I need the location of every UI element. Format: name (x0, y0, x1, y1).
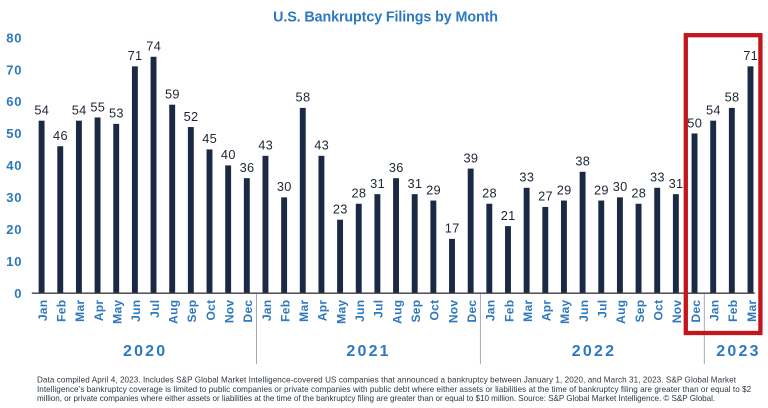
svg-text:Jul: Jul (372, 300, 386, 318)
svg-text:Jan: Jan (484, 300, 498, 322)
svg-text:Dec: Dec (241, 300, 255, 323)
svg-text:29: 29 (594, 182, 609, 197)
svg-text:80: 80 (6, 30, 22, 45)
svg-text:36: 36 (389, 160, 404, 175)
svg-text:Data compiled April 4, 2023. I: Data compiled April 4, 2023. Includes S&… (37, 376, 737, 385)
svg-text:Apr: Apr (316, 300, 330, 322)
svg-text:Mar: Mar (521, 300, 535, 322)
svg-text:U.S. Bankruptcy Filings by Mon: U.S. Bankruptcy Filings by Month (273, 10, 498, 26)
svg-text:38: 38 (575, 154, 590, 169)
svg-text:74: 74 (146, 39, 161, 54)
svg-text:59: 59 (165, 86, 180, 101)
svg-text:Mar: Mar (297, 300, 311, 322)
svg-text:54: 54 (706, 102, 721, 117)
svg-text:Feb: Feb (502, 300, 516, 322)
svg-text:58: 58 (296, 90, 311, 105)
svg-text:Oct: Oct (204, 300, 218, 321)
svg-text:Jul: Jul (596, 300, 610, 318)
svg-text:2022: 2022 (572, 343, 616, 360)
svg-text:2023: 2023 (716, 343, 760, 360)
svg-text:Nov: Nov (222, 300, 236, 324)
svg-text:33: 33 (519, 170, 534, 185)
svg-text:Jan: Jan (36, 300, 50, 322)
svg-text:50: 50 (6, 126, 22, 141)
svg-text:Aug: Aug (390, 300, 404, 324)
svg-text:43: 43 (258, 138, 273, 153)
svg-text:71: 71 (743, 48, 758, 63)
svg-text:Feb: Feb (726, 300, 740, 322)
svg-text:Mar: Mar (73, 300, 87, 322)
svg-text:60: 60 (6, 94, 22, 109)
svg-text:28: 28 (482, 186, 497, 201)
svg-text:Jan: Jan (707, 300, 721, 322)
svg-text:Dec: Dec (689, 300, 703, 323)
svg-text:28: 28 (352, 186, 367, 201)
svg-text:Oct: Oct (428, 300, 442, 321)
svg-text:30: 30 (613, 179, 628, 194)
svg-text:Jun: Jun (353, 300, 367, 322)
svg-text:Nov: Nov (446, 300, 460, 324)
svg-text:Jun: Jun (577, 300, 591, 322)
svg-text:54: 54 (72, 102, 87, 117)
svg-text:million, or private companies: million, or private companies where eith… (37, 394, 715, 403)
svg-text:Feb: Feb (55, 300, 69, 322)
svg-text:Sep: Sep (409, 300, 423, 323)
svg-text:31: 31 (669, 176, 684, 191)
svg-text:50: 50 (687, 115, 702, 130)
svg-text:0: 0 (14, 286, 22, 301)
svg-text:53: 53 (109, 106, 124, 121)
svg-text:May: May (334, 300, 348, 324)
svg-text:Aug: Aug (166, 300, 180, 324)
svg-text:39: 39 (463, 150, 478, 165)
svg-text:70: 70 (6, 62, 22, 77)
svg-text:Dec: Dec (465, 300, 479, 323)
svg-text:May: May (111, 300, 125, 324)
svg-text:71: 71 (128, 48, 143, 63)
svg-text:Sep: Sep (633, 300, 647, 323)
svg-text:31: 31 (407, 176, 422, 191)
svg-text:29: 29 (557, 182, 572, 197)
svg-text:43: 43 (314, 138, 329, 153)
svg-text:Jan: Jan (260, 300, 274, 322)
svg-text:Apr: Apr (540, 300, 554, 322)
svg-text:21: 21 (501, 208, 516, 223)
svg-text:31: 31 (370, 176, 385, 191)
svg-text:May: May (558, 300, 572, 324)
svg-text:46: 46 (53, 128, 68, 143)
svg-text:23: 23 (333, 202, 348, 217)
svg-text:17: 17 (445, 221, 460, 236)
svg-text:Intelligence’s bankruptcy cove: Intelligence’s bankruptcy coverage is li… (37, 385, 752, 394)
svg-text:Jun: Jun (129, 300, 143, 322)
svg-text:40: 40 (221, 147, 236, 162)
svg-text:Feb: Feb (278, 300, 292, 322)
svg-text:10: 10 (6, 254, 22, 269)
svg-text:30: 30 (277, 179, 292, 194)
svg-text:30: 30 (6, 190, 22, 205)
svg-text:54: 54 (34, 102, 49, 117)
svg-text:45: 45 (202, 131, 217, 146)
svg-text:52: 52 (184, 109, 199, 124)
svg-text:36: 36 (240, 160, 255, 175)
svg-text:55: 55 (90, 99, 105, 114)
svg-text:2021: 2021 (346, 343, 390, 360)
svg-text:Aug: Aug (614, 300, 628, 324)
svg-text:2020: 2020 (123, 343, 167, 360)
svg-text:20: 20 (6, 222, 22, 237)
svg-text:Apr: Apr (92, 300, 106, 322)
svg-text:33: 33 (650, 170, 665, 185)
svg-text:29: 29 (426, 182, 441, 197)
svg-text:27: 27 (538, 189, 553, 204)
svg-text:28: 28 (631, 186, 646, 201)
svg-text:58: 58 (725, 90, 740, 105)
svg-text:Sep: Sep (185, 300, 199, 323)
svg-text:Oct: Oct (652, 300, 666, 321)
svg-text:Jul: Jul (148, 300, 162, 318)
svg-text:Mar: Mar (745, 300, 759, 322)
svg-text:Nov: Nov (670, 300, 684, 324)
svg-text:40: 40 (6, 158, 22, 173)
